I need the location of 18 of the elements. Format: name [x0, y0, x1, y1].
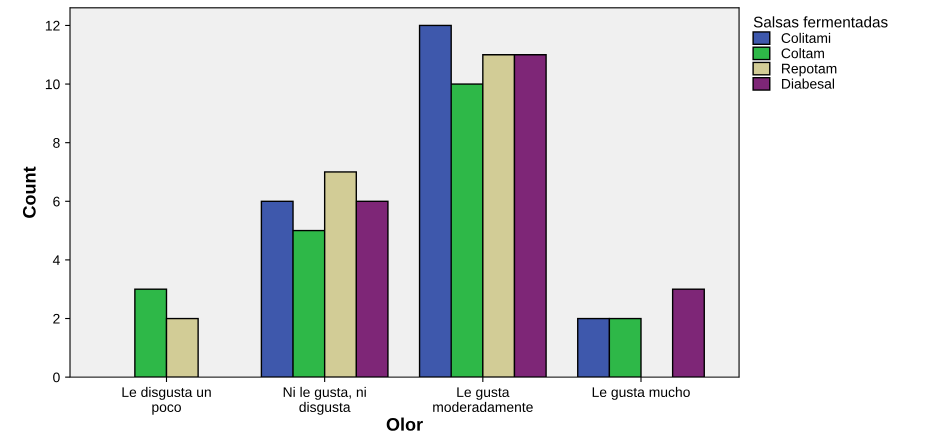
y-tick-label: 0: [53, 372, 60, 382]
x-tick-label: Le disgusta un poco: [122, 386, 211, 415]
legend-label: Diabesal: [782, 78, 834, 89]
y-tick-label: 10: [46, 79, 60, 90]
x-tick-label: Le gusta moderadamente: [433, 387, 533, 412]
x-tick-label: Ni le gusta, ni disgusta: [284, 386, 366, 415]
y-tick-label: 8: [53, 138, 60, 148]
y-tick-label: 12: [46, 20, 60, 30]
y-tick-label: 4: [52, 255, 60, 265]
legend-label: Colitami: [782, 32, 830, 44]
y-tick-label: 2: [53, 314, 60, 324]
x-axis-title: Olor: [386, 418, 423, 431]
legend-title: Salsas fermentadas: [754, 16, 888, 28]
x-tick-label: Le gusta mucho: [592, 386, 690, 400]
y-tick-label: 6: [53, 196, 60, 206]
y-axis-title: Count: [22, 166, 36, 218]
legend-label: Coltam: [782, 48, 824, 58]
legend-label: Repotam: [782, 64, 836, 76]
